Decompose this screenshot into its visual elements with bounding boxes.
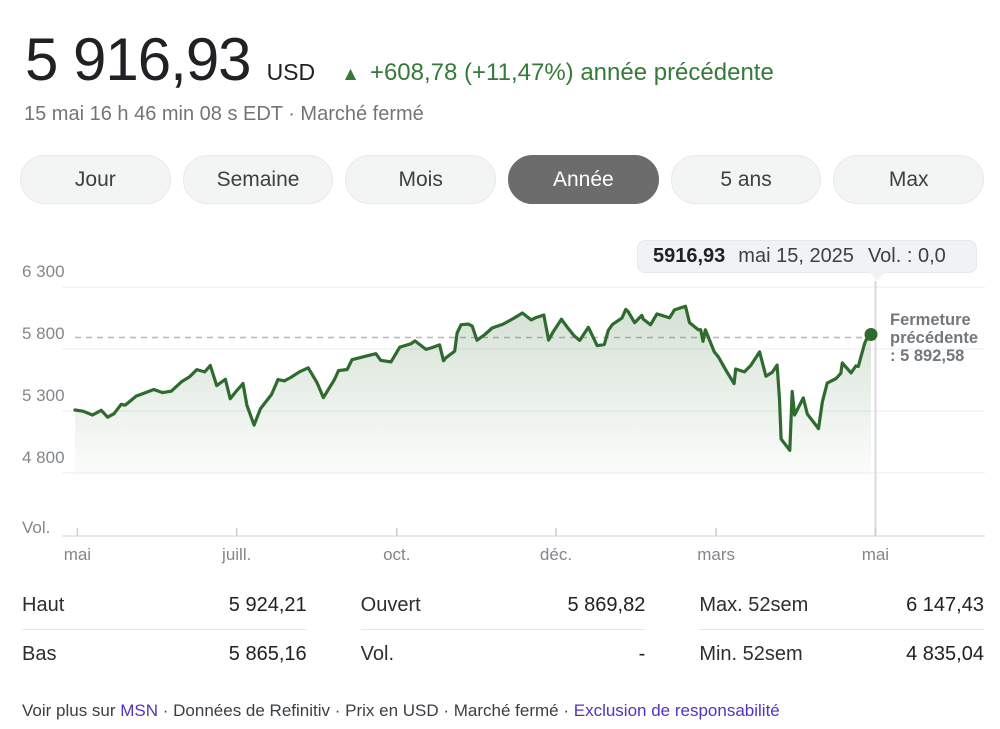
previous-close-line2: précédente (890, 329, 979, 347)
stat-min.-52sem: Min. 52sem 4 835,04 (699, 630, 984, 678)
y-axis-label: 5 800 (22, 324, 65, 343)
stat-value: 4 835,04 (906, 642, 984, 665)
stat-value: - (638, 642, 646, 665)
x-axis-label: mai (64, 545, 91, 564)
previous-close-annotation: Fermeture précédente : 5 892,58 (890, 311, 995, 365)
price-change: +608,78 (+11,47%) année précédente (369, 59, 774, 86)
y-axis-label: 4 800 (22, 448, 65, 467)
disclaimer-link[interactable]: Exclusion de responsabilité (573, 701, 780, 720)
price-line (73, 304, 873, 452)
chart-area: 6 300 5 800 5 300 4 800 mai juill. oct. déc. mar… (0, 230, 1000, 580)
price-area-fill (75, 306, 871, 473)
time-range-tabs: Jour Semaine Mois Année 5 ans Max (20, 155, 985, 204)
price-header: 5 916,93 USD ▲ +608,78 (+11,47%) année p… (25, 30, 774, 90)
y-axis-label: 5 300 (22, 386, 65, 405)
x-axis-label: déc. (540, 545, 572, 564)
stat-bas: Bas 5 865,16 (22, 630, 307, 678)
stat-label: Max. 52sem (699, 593, 809, 616)
previous-close-value: : 5 892,58 (890, 347, 965, 365)
msn-link[interactable]: MSN (120, 701, 159, 720)
stat-value: 5 865,16 (228, 642, 307, 665)
currency-label: USD (266, 59, 316, 85)
stat-value: 5 869,82 (567, 593, 646, 616)
up-triangle-icon: ▲ (341, 64, 360, 85)
tooltip-pointer (869, 272, 885, 281)
stat-label: Bas (22, 642, 57, 665)
current-price: 5 916,93 (25, 26, 252, 93)
x-axis-label: oct. (383, 545, 410, 564)
tab-annee[interactable]: Année (508, 155, 659, 204)
tab-jour[interactable]: Jour (20, 155, 171, 204)
market-status: 15 mai 16 h 46 min 08 s EDT · Marché fer… (24, 103, 424, 125)
x-axis-label: mai (862, 545, 889, 564)
footer-text: Voir plus sur (22, 701, 121, 720)
stat-haut: Haut 5 924,21 (22, 581, 307, 630)
volume-axis-label: Vol. (22, 518, 50, 537)
tab-5-ans[interactable]: 5 ans (670, 155, 822, 204)
stat-vol.: Vol. - (361, 630, 646, 678)
price-chart[interactable]: 6 300 5 800 5 300 4 800 mai juill. oct. déc. mar… (0, 230, 1000, 580)
tab-mois[interactable]: Mois (345, 155, 497, 204)
stat-label: Haut (22, 593, 65, 616)
stat-value: 5 924,21 (228, 593, 307, 616)
tab-semaine[interactable]: Semaine (182, 155, 334, 204)
stat-label: Min. 52sem (699, 642, 803, 665)
tooltip-volume: Vol. : 0,0 (867, 245, 946, 267)
stat-ouvert: Ouvert 5 869,82 (360, 581, 646, 630)
chart-tooltip: 5916,93 mai 15, 2025 Vol. : 0,0 (637, 240, 977, 273)
last-price-dot (864, 328, 878, 341)
stat-max.-52sem: Max. 52sem 6 147,43 (699, 581, 984, 630)
x-axis-label: mars (697, 545, 735, 564)
y-axis-label: 6 300 (22, 262, 65, 281)
x-axis-label: juill. (221, 545, 251, 564)
stat-label: Ouvert (360, 593, 421, 616)
stat-value: 6 147,43 (906, 593, 984, 616)
previous-close-line1: Fermeture (890, 311, 971, 329)
tooltip-date: mai 15, 2025 (738, 245, 854, 267)
key-stats-table: Haut 5 924,21 Ouvert 5 869,82 Max. 52sem 6 14… (22, 581, 984, 678)
stat-label: Vol. (360, 642, 395, 665)
tab-max[interactable]: Max (833, 155, 985, 204)
footer-text: · Données de Refinitiv · Prix en USD · M… (158, 701, 574, 720)
attribution-footer: Voir plus sur MSN · Données de Refinitiv… (22, 701, 780, 721)
tooltip-price: 5916,93 (653, 245, 726, 267)
